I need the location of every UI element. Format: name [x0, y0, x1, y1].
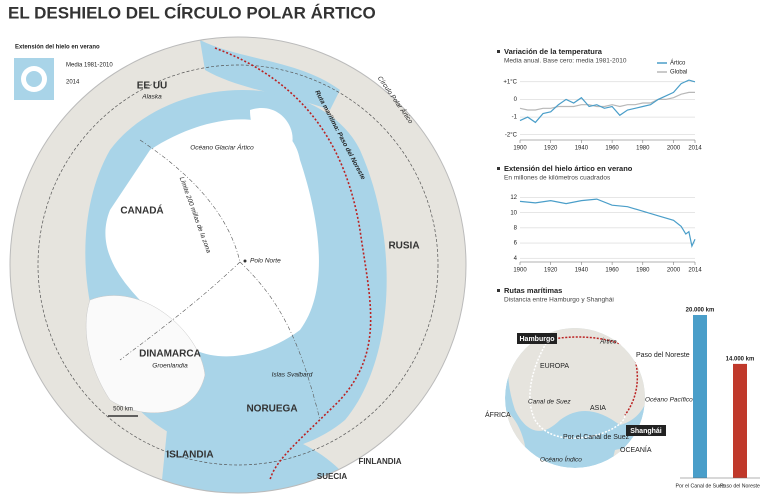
- route-label: Paso del Noreste: [636, 352, 690, 359]
- value-label: 14.000 km: [726, 356, 755, 362]
- chart-title: Variación de la temperatura: [504, 47, 603, 56]
- city-box: [626, 425, 666, 436]
- x-tick-label: 2014: [688, 268, 702, 274]
- bullet: [497, 167, 500, 170]
- chart-title: Extensión del hielo ártico en verano: [504, 164, 633, 173]
- map-label: Polo Norte: [250, 258, 281, 265]
- x-tick-label: 2000: [667, 146, 681, 152]
- bullet: [497, 50, 500, 53]
- legend-mean: Media 1981-2010: [66, 63, 113, 69]
- x-tick-label: Paso del Noreste: [720, 483, 760, 489]
- globe-outline: [9, 36, 467, 494]
- bullet: [497, 289, 500, 292]
- series-line: [519, 79, 696, 124]
- route-label: Ártico: [599, 337, 617, 346]
- x-tick-label: 1900: [513, 146, 527, 152]
- y-tick-label: 12: [510, 195, 517, 201]
- x-tick-label: 1980: [636, 146, 650, 152]
- route-label: Océano Índico: [540, 455, 582, 464]
- map-label: Alaska: [141, 94, 162, 101]
- route-label: Por el Canal de Suez: [563, 434, 630, 441]
- series-line: [519, 91, 695, 111]
- y-tick-label: 6: [514, 241, 518, 247]
- map-label: NORUEGA: [246, 404, 297, 415]
- polar-map: [10, 37, 466, 493]
- x-tick-label: 1940: [575, 268, 589, 274]
- y-tick-label: 4: [514, 256, 518, 262]
- legend-title: Extensión del hielo en verano: [15, 45, 100, 51]
- map-label: FINLANDIA: [358, 457, 401, 466]
- y-tick-label: +1°C: [503, 79, 517, 85]
- x-tick-label: 1900: [513, 268, 527, 274]
- legend-label: Global: [670, 70, 687, 76]
- route-label: ASIA: [590, 405, 606, 412]
- x-tick-label: 2014: [688, 146, 702, 152]
- x-tick-label: 1980: [636, 268, 650, 274]
- y-tick-label: -2°C: [505, 132, 518, 138]
- pole-dot: [243, 259, 247, 263]
- chart-title: Rutas marítimas: [504, 286, 562, 295]
- value-label: 20.000 km: [686, 308, 715, 314]
- route-label: Océano Pacífico: [645, 397, 693, 404]
- route-label: OCEANÍA: [620, 445, 652, 454]
- x-tick-label: 1940: [575, 146, 589, 152]
- route-label: EUROPA: [540, 363, 569, 370]
- y-tick-label: 8: [514, 225, 518, 231]
- chart-subtitle: Media anual. Base cero: media 1981-2010: [504, 58, 627, 65]
- y-tick-label: -1: [512, 115, 518, 121]
- map-label: SUECIA: [317, 472, 347, 481]
- map-label: RUSIA: [388, 241, 419, 252]
- map-label: EE UU: [137, 81, 168, 92]
- map-label: 500 km: [113, 407, 133, 413]
- bar: [733, 363, 747, 478]
- chart-subtitle: En millones de kilómetros cuadrados: [504, 175, 611, 182]
- map-label: CANADÁ: [120, 204, 163, 217]
- series-line: [519, 198, 696, 249]
- y-tick-label: 0: [514, 97, 518, 103]
- map-legend: Extensión del hielo en verano Media 1981…: [13, 40, 113, 104]
- map-label: Groenlandia: [152, 363, 188, 370]
- title: EL DESHIELO DEL CÍRCULO POLAR ÁRTICO: [8, 3, 376, 22]
- route-label: Hamburgo: [520, 336, 555, 343]
- route-label: Shanghái: [630, 428, 662, 435]
- x-tick-label: 1960: [605, 146, 619, 152]
- x-tick-label: 1920: [544, 146, 558, 152]
- x-tick-label: Por el Canal de Suez: [675, 483, 724, 489]
- route-label: Canal de Suez: [528, 399, 571, 406]
- x-tick-label: 1960: [605, 268, 619, 274]
- map-label: DINAMARCA: [139, 349, 201, 360]
- legend-label: Ártico: [670, 60, 686, 67]
- city-box: [517, 333, 557, 344]
- y-tick-label: 10: [510, 210, 517, 216]
- map-label: ISLANDIA: [166, 450, 213, 461]
- x-tick-label: 1920: [544, 268, 558, 274]
- legend-current: 2014: [66, 80, 80, 86]
- chart-subtitle: Distancia entre Hamburgo y Shanghái: [504, 297, 614, 304]
- bar: [693, 315, 707, 478]
- map-label: Islas Svalbard: [272, 372, 313, 379]
- route-label: ÁFRICA: [485, 410, 511, 419]
- x-tick-label: 2000: [667, 268, 681, 274]
- map-label: Océano Glaciar Ártico: [190, 143, 254, 152]
